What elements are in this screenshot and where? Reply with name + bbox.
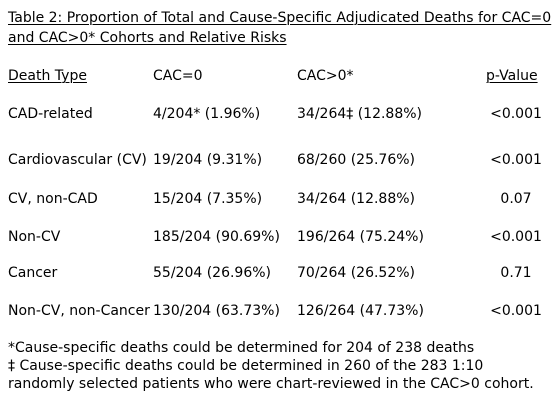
footnote-asterisk: *Cause-specific deaths could be determin… [8,340,475,356]
table-title: Table 2: Proportion of Total and Cause-S… [8,10,552,46]
row-cad-related-cac0: 4/204* (1.96%) [153,106,261,122]
row-cad-related-cac-positive: 34/264‡ (12.88%) [297,106,423,122]
row-cv-non-cad-p-value: 0.07 [500,191,532,207]
row-cardiovascular-cac-positive: 68/260 (25.76%) [297,152,416,168]
row-cv-non-cad-cac-positive: 34/264 (12.88%) [297,191,416,207]
row-cancer-p-value: 0.71 [500,265,532,281]
header-cac-positive: CAC>0* [297,68,354,84]
row-cardiovascular-p-value: <0.001 [490,152,542,168]
row-cad-related-label: CAD-related [8,106,93,122]
row-non-cv-non-cancer-cac-positive: 126/264 (47.73%) [297,303,424,319]
row-cancer-cac-positive: 70/264 (26.52%) [297,265,416,281]
row-non-cv-label: Non-CV [8,229,61,245]
row-cv-non-cad-label: CV, non-CAD [8,191,98,207]
row-cv-non-cad-cac0: 15/204 (7.35%) [153,191,263,207]
row-cancer-label: Cancer [8,265,58,281]
row-non-cv-cac0: 185/204 (90.69%) [153,229,280,245]
header-death-type: Death Type [8,68,87,84]
row-non-cv-non-cancer-label: Non-CV, non-Cancer [8,303,150,319]
row-cad-related-p-value: <0.001 [490,106,542,122]
row-non-cv-cac-positive: 196/264 (75.24%) [297,229,424,245]
row-non-cv-non-cancer-p-value: <0.001 [490,303,542,319]
footnote-double-dagger: ‡ Cause-specific deaths could be determi… [8,358,534,392]
row-cancer-cac0: 55/204 (26.96%) [153,265,272,281]
row-cardiovascular-cac0: 19/204 (9.31%) [153,152,263,168]
header-p-value: p-Value [486,68,538,84]
row-cardiovascular-label: Cardiovascular (CV) [8,152,147,168]
header-cac0: CAC=0 [153,68,203,84]
row-non-cv-non-cancer-cac0: 130/204 (63.73%) [153,303,280,319]
row-non-cv-p-value: <0.001 [490,229,542,245]
